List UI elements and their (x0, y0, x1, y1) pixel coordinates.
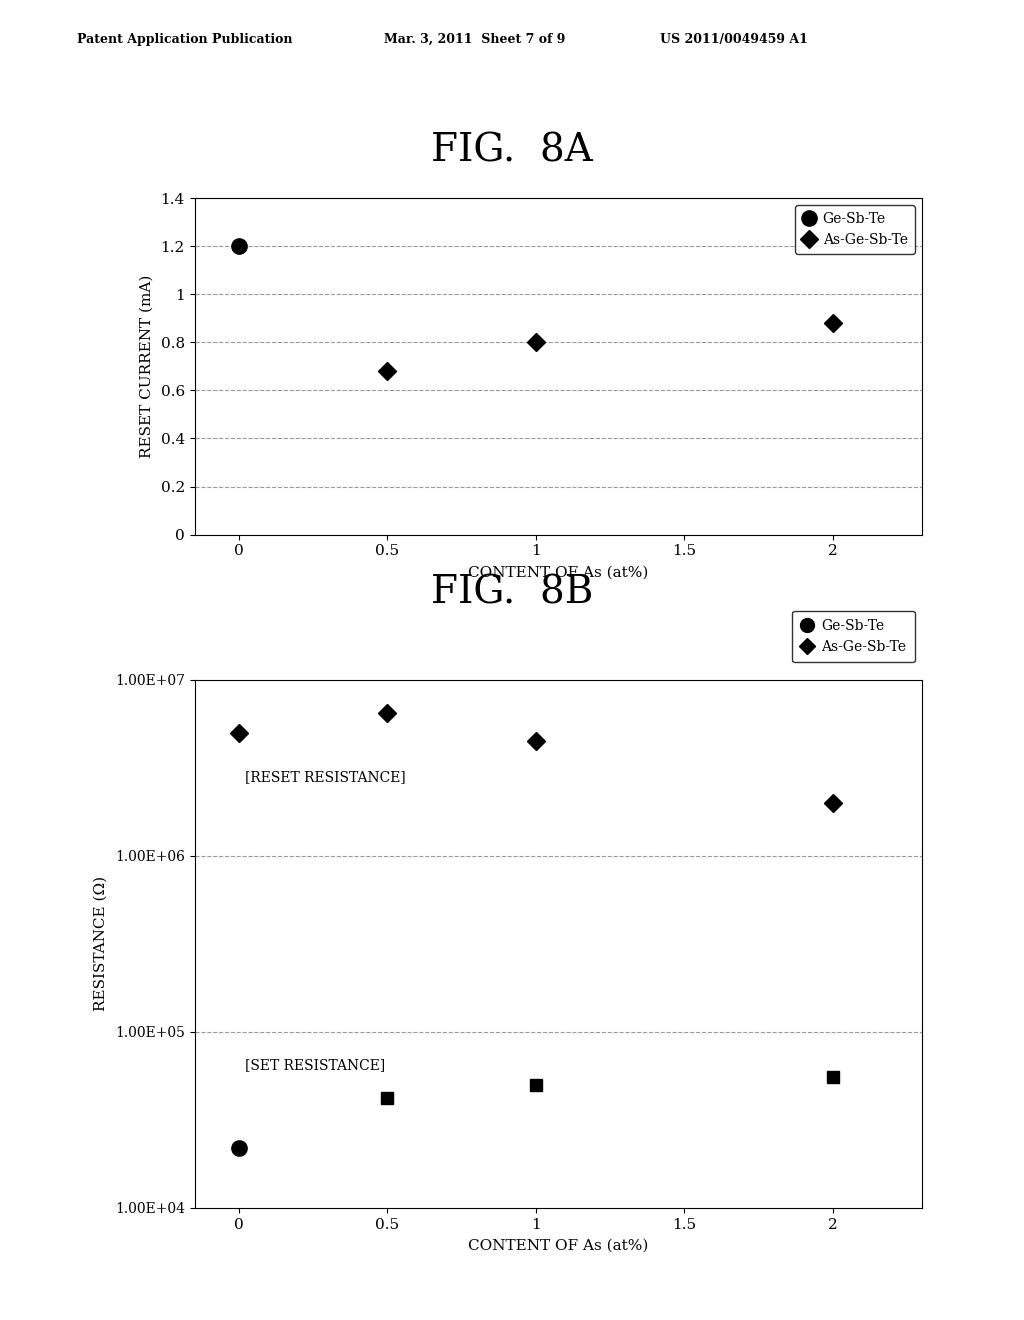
As-Ge-Sb-Te (529, 334, 542, 350)
X-axis label: CONTENT OF As (at%): CONTENT OF As (at%) (468, 1238, 648, 1253)
Line: As-Ge-Sb-Te: As-Ge-Sb-Te (381, 317, 839, 378)
Text: [RESET RESISTANCE]: [RESET RESISTANCE] (245, 770, 406, 784)
Text: FIG.  8A: FIG. 8A (431, 132, 593, 169)
Legend: Ge-Sb-Te, As-Ge-Sb-Te: Ge-Sb-Te, As-Ge-Sb-Te (793, 611, 914, 663)
X-axis label: CONTENT OF As (at%): CONTENT OF As (at%) (468, 565, 648, 579)
Legend: Ge-Sb-Te, As-Ge-Sb-Te: Ge-Sb-Te, As-Ge-Sb-Te (795, 205, 914, 253)
Text: [SET RESISTANCE]: [SET RESISTANCE] (245, 1057, 385, 1072)
Text: US 2011/0049459 A1: US 2011/0049459 A1 (660, 33, 808, 46)
Text: Patent Application Publication: Patent Application Publication (77, 33, 292, 46)
Y-axis label: RESISTANCE (Ω): RESISTANCE (Ω) (94, 876, 108, 1011)
Text: FIG.  8B: FIG. 8B (431, 574, 593, 611)
Y-axis label: RESET CURRENT (mA): RESET CURRENT (mA) (139, 275, 154, 458)
Text: Mar. 3, 2011  Sheet 7 of 9: Mar. 3, 2011 Sheet 7 of 9 (384, 33, 565, 46)
As-Ge-Sb-Te (826, 315, 839, 331)
As-Ge-Sb-Te (381, 363, 393, 379)
